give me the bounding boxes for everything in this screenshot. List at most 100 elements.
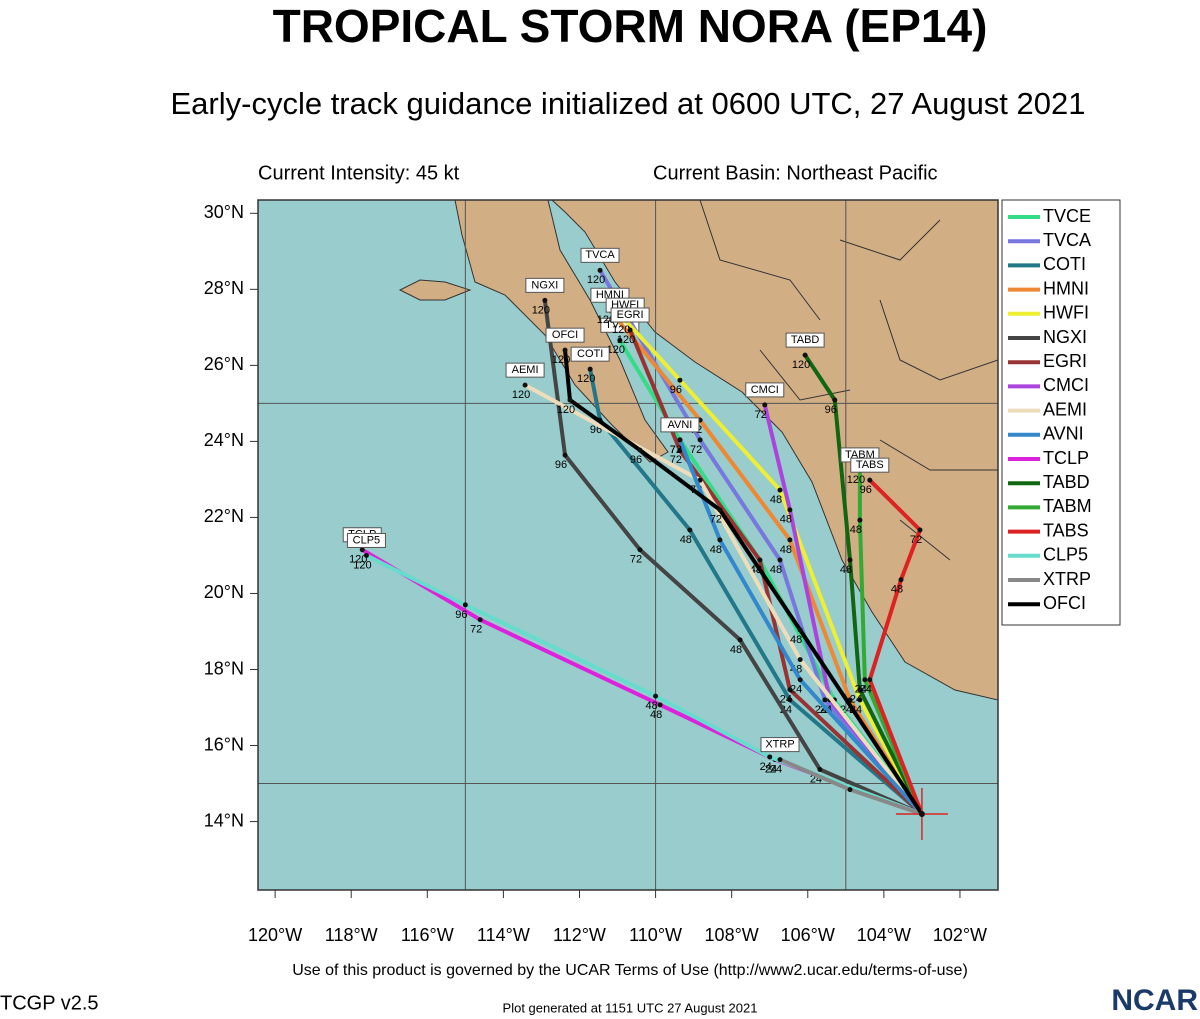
hour-label: 48 (780, 514, 792, 526)
track-tag-box (610, 307, 650, 323)
track-tag-label: TVCA (585, 249, 615, 261)
hour-label: 96 (670, 384, 682, 396)
hour-label: 120 (552, 354, 570, 366)
hour-label: 48 (680, 534, 692, 546)
hour-label: 24 (760, 761, 772, 773)
hour-label: 120 (353, 559, 371, 571)
y-tick-label: 18°N (204, 658, 244, 678)
track-point (867, 677, 873, 683)
subtitle: Early-cycle track guidance initialized a… (171, 86, 1086, 121)
hour-label: 48 (850, 524, 862, 536)
track-tag-label: XTRP (765, 739, 794, 751)
track (857, 469, 924, 815)
logo: NCAR (1111, 984, 1198, 1017)
hour-label: 120 (597, 314, 615, 326)
track-point (767, 754, 773, 760)
track-point (857, 517, 863, 523)
x-tick-label: 118°W (325, 925, 378, 945)
hour-label: 96 (630, 454, 642, 466)
hour-label: 72 (755, 409, 767, 421)
track-point (847, 557, 853, 563)
hour-label: 72 (670, 454, 682, 466)
hour-label: 48 (730, 644, 742, 656)
hour-label: 72 (690, 444, 702, 456)
track (678, 439, 924, 816)
y-tick-label: 16°N (204, 734, 244, 754)
legend-label: TVCE (1043, 206, 1091, 226)
hour-label: 120 (607, 344, 625, 356)
track-point (477, 617, 483, 623)
hour-label: 120 (512, 389, 530, 401)
hour-label: 24 (855, 684, 867, 696)
track-tag-label: EGRI (617, 309, 644, 321)
hour-label: 48 (780, 544, 792, 556)
track-tag: XTRP (760, 737, 800, 753)
track-point (462, 602, 468, 608)
hour-label: 24 (780, 694, 792, 706)
legend-label: EGRI (1043, 351, 1087, 371)
hour-label: 96 (825, 404, 837, 416)
hour-label: 24 (790, 684, 802, 696)
track-point (627, 327, 633, 333)
track-tag-label: CMCI (751, 384, 779, 396)
hour-label: 24 (770, 764, 782, 776)
legend-label: AVNI (1043, 424, 1084, 444)
track-tag: COTI (570, 346, 610, 362)
track-tag-label: NGXI (531, 279, 558, 291)
x-tick-label: 116°W (401, 925, 454, 945)
hour-label: 120 (532, 304, 550, 316)
track-point (717, 537, 723, 543)
title: TROPICAL STORM NORA (EP14) (273, 0, 988, 52)
track-tag-box (850, 457, 890, 473)
hour-label: 120 (617, 334, 635, 346)
x-tick-label: 110°W (629, 925, 682, 945)
state-borders (699, 200, 998, 561)
track-tag-box (760, 737, 800, 753)
legend-label: XTRP (1043, 569, 1091, 589)
hour-label: 24 (860, 684, 872, 696)
x-tick-label: 108°W (705, 925, 759, 945)
x-tick-label: 104°W (857, 925, 911, 945)
track-point (653, 693, 659, 699)
intensity: Current Intensity: 45 kt (258, 162, 460, 184)
track-point (777, 487, 783, 493)
basin: Current Basin: Northeast Pacific (653, 162, 938, 184)
track-point (687, 527, 693, 533)
generated: Plot generated at 1151 UTC 27 August 202… (503, 1000, 758, 1015)
track-point (657, 702, 663, 708)
x-tick-label: 112°W (553, 925, 606, 945)
track-point (737, 637, 743, 643)
legend-label: CLP5 (1043, 545, 1088, 565)
hour-label: 48 (790, 634, 802, 646)
legend-label: AEMI (1043, 399, 1087, 419)
track-point (857, 687, 863, 693)
hour-label: 120 (612, 324, 630, 336)
track-tag-label: AEMI (512, 364, 539, 376)
track-tag-label: OFCI (552, 329, 578, 341)
track (542, 300, 923, 816)
track-tag-label: TABD (791, 334, 820, 346)
track-point (542, 297, 548, 303)
track-tag-box (785, 332, 825, 348)
track-point (817, 766, 823, 772)
track (563, 349, 924, 816)
track-tag: EGRI (610, 307, 650, 323)
track-point (697, 477, 703, 483)
track-point (717, 507, 723, 513)
track-point (898, 577, 904, 583)
track-tag: OFCI (545, 327, 585, 343)
track-point (677, 377, 683, 383)
legend-label: TCLP (1043, 448, 1089, 468)
track-point (597, 267, 603, 273)
track-point (787, 537, 793, 543)
hour-label: 48 (770, 564, 782, 576)
track-point (787, 697, 793, 703)
legend-label: TVCA (1043, 230, 1091, 250)
track-point (567, 397, 573, 403)
track-point (857, 697, 863, 703)
track-tag: TVCA (580, 247, 620, 263)
legend: TVCE TVCA COTI HMNI HWFI NGXI EGRI CMCI AEMI AVNI… (1008, 206, 1092, 613)
track-point (847, 787, 853, 793)
track-point (677, 447, 683, 453)
track-tag-box (660, 417, 700, 433)
